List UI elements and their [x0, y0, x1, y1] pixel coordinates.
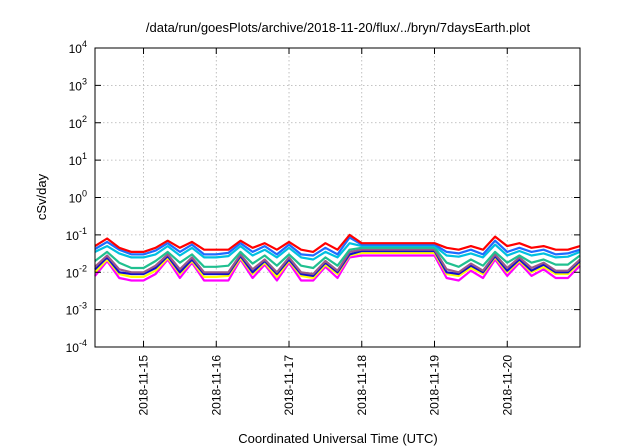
y-tick-label: 10-4: [66, 338, 87, 355]
grid: [95, 48, 580, 347]
x-tick-label: 2018-11-16: [209, 355, 223, 416]
y-tick-label: 10-3: [66, 301, 87, 318]
series-line-red: [94, 233, 581, 253]
x-axis-label: Coordinated Universal Time (UTC): [238, 431, 437, 446]
x-tick-label: 2018-11-19: [428, 355, 442, 416]
series-line-blue: [94, 236, 581, 257]
chart-title: /data/run/goesPlots/archive/2018-11-20/f…: [146, 20, 531, 35]
series-line-magenta: [94, 254, 581, 282]
y-axis-label: cSv/day: [34, 173, 49, 220]
y-tick-label: 10-1: [66, 226, 87, 243]
y-tick-label: 101: [69, 151, 87, 168]
y-tick-label: 102: [69, 114, 87, 131]
x-tick-label: 2018-11-18: [355, 355, 369, 416]
x-tick-label: 2018-11-20: [500, 355, 514, 416]
x-tick-label: 2018-11-15: [137, 355, 151, 416]
y-tick-label: 100: [69, 189, 87, 206]
x-tick-label: 2018-11-17: [282, 355, 296, 416]
y-tick-label: 103: [69, 76, 87, 93]
y-tick-label: 104: [69, 39, 87, 56]
x-axis-ticks: 2018-11-15 2018-11-16 2018-11-17 2018-11-18…: [137, 48, 514, 416]
series-line-cyan: [94, 242, 581, 261]
series-line-teal: [94, 246, 581, 270]
series-line-darkblue: [94, 249, 581, 277]
series-line-purple: [94, 248, 581, 276]
series-lines: [94, 233, 581, 282]
y-axis-ticks: 10-4 10-3 10-2 10-1 100 101 102 103 104: [66, 39, 580, 355]
y-tick-label: 10-2: [66, 263, 87, 280]
